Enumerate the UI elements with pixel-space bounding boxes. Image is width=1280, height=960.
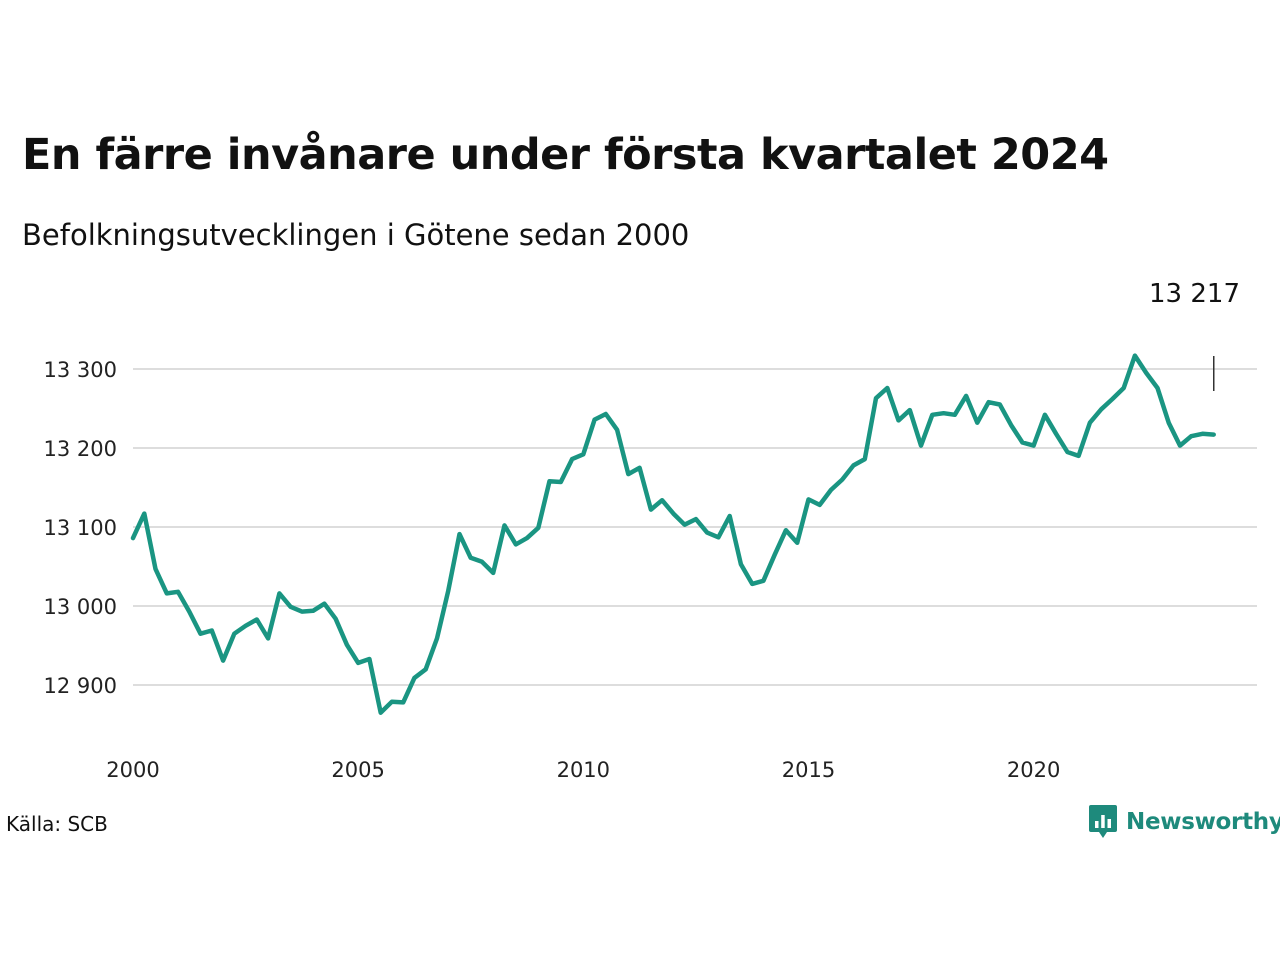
x-tick-label: 2000 — [106, 758, 159, 782]
annotation-layer: 13 217 — [1149, 279, 1240, 391]
x-tick-label: 2020 — [1007, 758, 1060, 782]
x-tick-label: 2015 — [782, 758, 835, 782]
newsworthy-logo-icon — [1089, 805, 1117, 838]
y-tick-label: 13 300 — [44, 358, 117, 382]
source-note: Källa: SCB — [6, 812, 108, 836]
y-tick-label: 13 100 — [44, 516, 117, 540]
chart-title: En färre invånare under första kvartalet… — [22, 130, 1109, 180]
series-layer — [130, 353, 1216, 715]
brand-logo: Newsworthy — [1088, 804, 1280, 840]
brand-name: Newsworthy — [1126, 809, 1280, 835]
series-line — [130, 353, 1216, 715]
y-tick-label: 12 900 — [44, 674, 117, 698]
x-axis-tick-labels: 2000 2005 2010 2015 2020 — [106, 758, 1060, 782]
y-tick-label: 13 200 — [44, 437, 117, 461]
last-value-label: 13 217 — [1149, 279, 1240, 309]
chart-subtitle: Befolkningsutvecklingen i Götene sedan 2… — [22, 218, 690, 252]
y-tick-label: 13 000 — [44, 595, 117, 619]
y-axis-tick-labels: 12 900 13 000 13 100 13 200 13 300 — [44, 358, 117, 698]
grid-lines — [133, 367, 1257, 687]
x-tick-label: 2010 — [557, 758, 610, 782]
x-tick-label: 2005 — [331, 758, 384, 782]
